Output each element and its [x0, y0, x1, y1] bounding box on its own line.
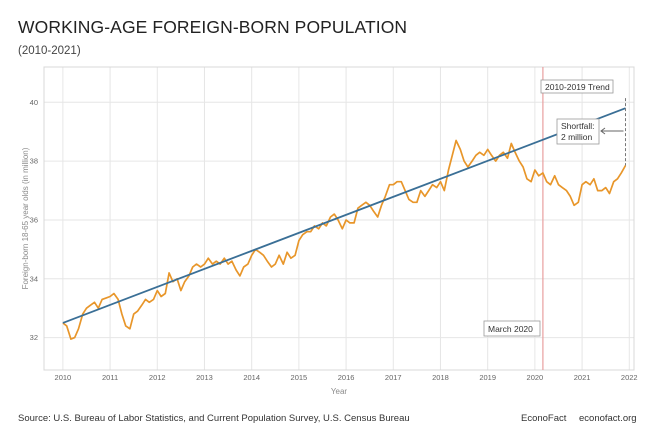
y-axis-title: Foreign-born 18-65 year olds (in million…	[21, 147, 30, 289]
y-tick-label: 40	[30, 98, 38, 107]
y-tick-label: 32	[30, 333, 38, 342]
shortfall-label-line-2: 2 million	[561, 132, 592, 142]
event-label-box: March 2020	[483, 320, 541, 337]
trend-label-box: 2010-2019 Trend	[540, 79, 614, 94]
x-tick-label: 2015	[291, 373, 308, 382]
shortfall-label-line-1: Shortfall:	[561, 121, 595, 131]
x-tick-label: 2011	[102, 373, 118, 382]
x-tick-label: 2017	[385, 373, 402, 382]
x-tick-label: 2020	[527, 373, 544, 382]
y-tick-label: 38	[30, 157, 38, 166]
x-tick-label: 2010	[55, 373, 72, 382]
series-line-foreign-born	[62, 139, 627, 340]
x-tick-label: 2019	[479, 373, 496, 382]
plot-area	[43, 66, 635, 371]
y-tick-label: 34	[30, 274, 38, 283]
chart-title: WORKING-AGE FOREIGN-BORN POPULATION	[18, 17, 408, 37]
grid	[44, 67, 634, 370]
x-tick-label: 2013	[196, 373, 213, 382]
x-tick-label: 2016	[338, 373, 355, 382]
x-tick-label: 2012	[149, 373, 166, 382]
x-axis-title: Year	[331, 387, 348, 396]
shortfall-arrow-icon	[600, 127, 624, 135]
x-tick-label: 2014	[243, 373, 260, 382]
x-tick-label: 2021	[574, 373, 591, 382]
site-url: econofact.org	[579, 413, 637, 424]
shortfall-label-box: Shortfall: 2 million	[556, 118, 624, 145]
source-note: Source: U.S. Bureau of Labor Statistics,…	[18, 413, 410, 424]
x-axis-ticks: 2010 2011 2012 2013 2014 2015 2016 2017 2018 2019…	[55, 373, 638, 382]
y-tick-label: 36	[30, 215, 38, 224]
y-axis-ticks: 32 34 36 38 40	[30, 98, 38, 342]
x-tick-label: 2018	[432, 373, 449, 382]
brand-name: EconoFact	[521, 413, 567, 424]
trend-line	[62, 107, 626, 324]
trend-label: 2010-2019 Trend	[545, 82, 610, 92]
chart-subtitle: (2010-2021)	[18, 45, 81, 57]
event-label: March 2020	[488, 324, 533, 334]
x-tick-label: 2022	[621, 373, 638, 382]
